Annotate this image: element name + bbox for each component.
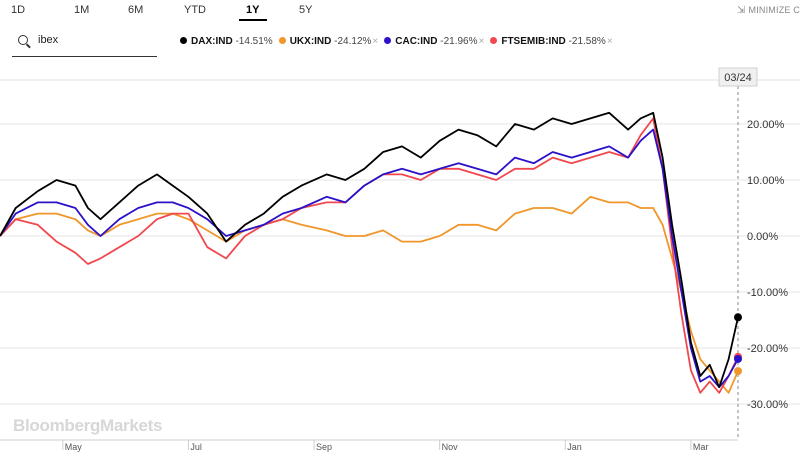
y-tick-label: 0.00% [747, 231, 778, 243]
legend-item: CAC:IND -21.96%× [384, 36, 484, 47]
range-tab-ytd[interactable]: YTD [184, 4, 206, 16]
minimize-chart-button[interactable]: ⇲ MINIMIZE C [737, 5, 800, 16]
legend-item: UKX:IND -24.12%× [278, 36, 379, 47]
legend: DAX:IND -14.51% UKX:IND -24.12%× CAC:IND -… [180, 36, 619, 50]
legend-change: -14.51% [232, 36, 273, 47]
legend-dot-icon [384, 37, 392, 44]
legend-dot-icon [278, 37, 286, 44]
remove-series-icon[interactable]: × [372, 36, 379, 47]
legend-change: -21.58% [565, 36, 606, 47]
legend-item: DAX:IND -14.51% [180, 36, 273, 47]
legend-name: FTSEMIB:IND [501, 36, 566, 47]
range-tab-6m[interactable]: 6M [128, 4, 144, 16]
series-endpoint-cac [734, 354, 742, 363]
arrows-in-icon: ⇲ [736, 5, 746, 16]
range-selector: 1D 1M 6M YTD 1Y 5Y [0, 0, 800, 22]
series-endpoint-dax [734, 313, 742, 322]
y-tick-label: 10.00% [747, 175, 785, 187]
x-tick-label: Sep [316, 442, 332, 452]
range-tab-1y[interactable]: 1Y [246, 4, 260, 16]
remove-series-icon[interactable]: × [478, 36, 485, 47]
legend-change: -24.12% [331, 36, 372, 47]
x-tick-label: Mar [693, 442, 709, 452]
search-box [12, 30, 157, 57]
search-icon [18, 35, 28, 45]
legend-change: -21.96% [437, 36, 478, 47]
y-tick-label: -10.00% [747, 287, 788, 299]
legend-name: UKX:IND [289, 36, 332, 47]
crosshair-label-box [718, 67, 758, 87]
x-tick-label: Nov [442, 442, 459, 452]
series-line-ftsemib [0, 117, 739, 394]
search-input[interactable] [36, 33, 150, 47]
series-line-ukx [0, 195, 739, 394]
legend-dot-icon [180, 37, 187, 44]
series-line-dax [0, 111, 739, 389]
legend-name: CAC:IND [395, 36, 438, 47]
watermark: BloombergMarkets [13, 416, 163, 435]
range-tab-1m[interactable]: 1M [74, 4, 90, 16]
crosshair-date-label: 03/24 [724, 72, 752, 84]
series-line-cac [0, 128, 739, 389]
legend-dot-icon [490, 37, 498, 44]
y-tick-label: 20.00% [747, 119, 785, 131]
range-tab-1d[interactable]: 1D [11, 4, 26, 16]
y-tick-label: -20.00% [747, 343, 788, 355]
remove-series-icon[interactable]: × [606, 36, 613, 47]
y-tick-label: -30.00% [747, 399, 788, 411]
legend-name: DAX:IND [191, 36, 233, 47]
series-endpoint-ukx [734, 367, 742, 376]
range-tab-5y[interactable]: 5Y [299, 4, 313, 16]
x-tick-label: Jul [190, 442, 202, 452]
x-tick-label: Jan [567, 442, 582, 452]
legend-item: FTSEMIB:IND -21.58%× [490, 36, 613, 47]
x-tick-label: May [65, 442, 83, 452]
minimize-label: MINIMIZE C [748, 5, 800, 15]
active-range-underline [239, 19, 267, 21]
